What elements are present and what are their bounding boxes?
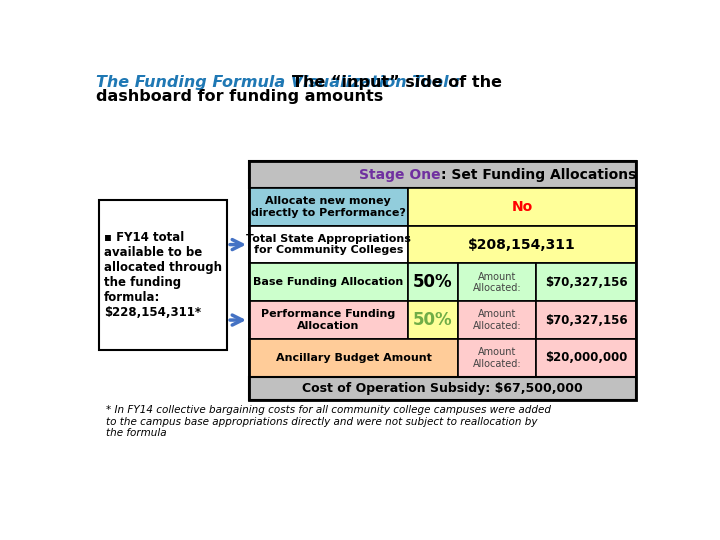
FancyBboxPatch shape — [458, 264, 536, 301]
FancyBboxPatch shape — [249, 161, 636, 188]
Text: Total State Appropriations
for Community Colleges: Total State Appropriations for Community… — [246, 234, 410, 255]
Text: Cost of Operation Subsidy: $67,500,000: Cost of Operation Subsidy: $67,500,000 — [302, 382, 583, 395]
Text: $208,154,311: $208,154,311 — [468, 238, 576, 252]
Text: ▪ FY14 total
available to be
allocated through
the funding
formula:
$228,154,311: ▪ FY14 total available to be allocated t… — [104, 231, 222, 319]
Text: : Set Funding Allocations: : Set Funding Allocations — [441, 167, 636, 181]
FancyBboxPatch shape — [249, 377, 636, 400]
Text: $70,327,156: $70,327,156 — [545, 314, 627, 327]
FancyBboxPatch shape — [408, 226, 636, 264]
Text: Ancillary Budget Amount: Ancillary Budget Amount — [276, 353, 431, 363]
Text: Stage One: Stage One — [359, 167, 441, 181]
Text: $70,327,156: $70,327,156 — [545, 276, 627, 289]
Text: Performance Funding
Allocation: Performance Funding Allocation — [261, 309, 395, 331]
FancyBboxPatch shape — [249, 188, 408, 226]
FancyBboxPatch shape — [249, 226, 408, 264]
Text: Base Funding Allocation: Base Funding Allocation — [253, 278, 403, 287]
Text: Amount
Allocated:: Amount Allocated: — [472, 272, 521, 293]
FancyBboxPatch shape — [536, 301, 636, 339]
FancyBboxPatch shape — [408, 301, 458, 339]
FancyBboxPatch shape — [536, 264, 636, 301]
FancyBboxPatch shape — [408, 188, 636, 226]
Text: dashboard for funding amounts: dashboard for funding amounts — [96, 89, 384, 104]
FancyBboxPatch shape — [458, 339, 536, 377]
Text: 50%: 50% — [413, 273, 453, 291]
Text: Amount
Allocated:: Amount Allocated: — [472, 309, 521, 331]
Text: $20,000,000: $20,000,000 — [545, 352, 627, 365]
FancyBboxPatch shape — [249, 264, 408, 301]
Text: * In FY14 collective bargaining costs for all community college campuses were ad: * In FY14 collective bargaining costs fo… — [106, 405, 551, 438]
FancyBboxPatch shape — [458, 301, 536, 339]
FancyBboxPatch shape — [536, 339, 636, 377]
Text: The “input” side of the: The “input” side of the — [292, 75, 502, 90]
Text: Amount
Allocated:: Amount Allocated: — [472, 347, 521, 369]
Text: Allocate new money
directly to Performance?: Allocate new money directly to Performan… — [251, 196, 406, 218]
FancyBboxPatch shape — [249, 339, 458, 377]
FancyBboxPatch shape — [99, 200, 228, 350]
Text: No: No — [511, 200, 533, 214]
FancyBboxPatch shape — [249, 301, 408, 339]
Text: 50%: 50% — [413, 311, 453, 329]
FancyBboxPatch shape — [408, 264, 458, 301]
Text: The Funding Formula Visualization Tool :: The Funding Formula Visualization Tool : — [96, 75, 467, 90]
